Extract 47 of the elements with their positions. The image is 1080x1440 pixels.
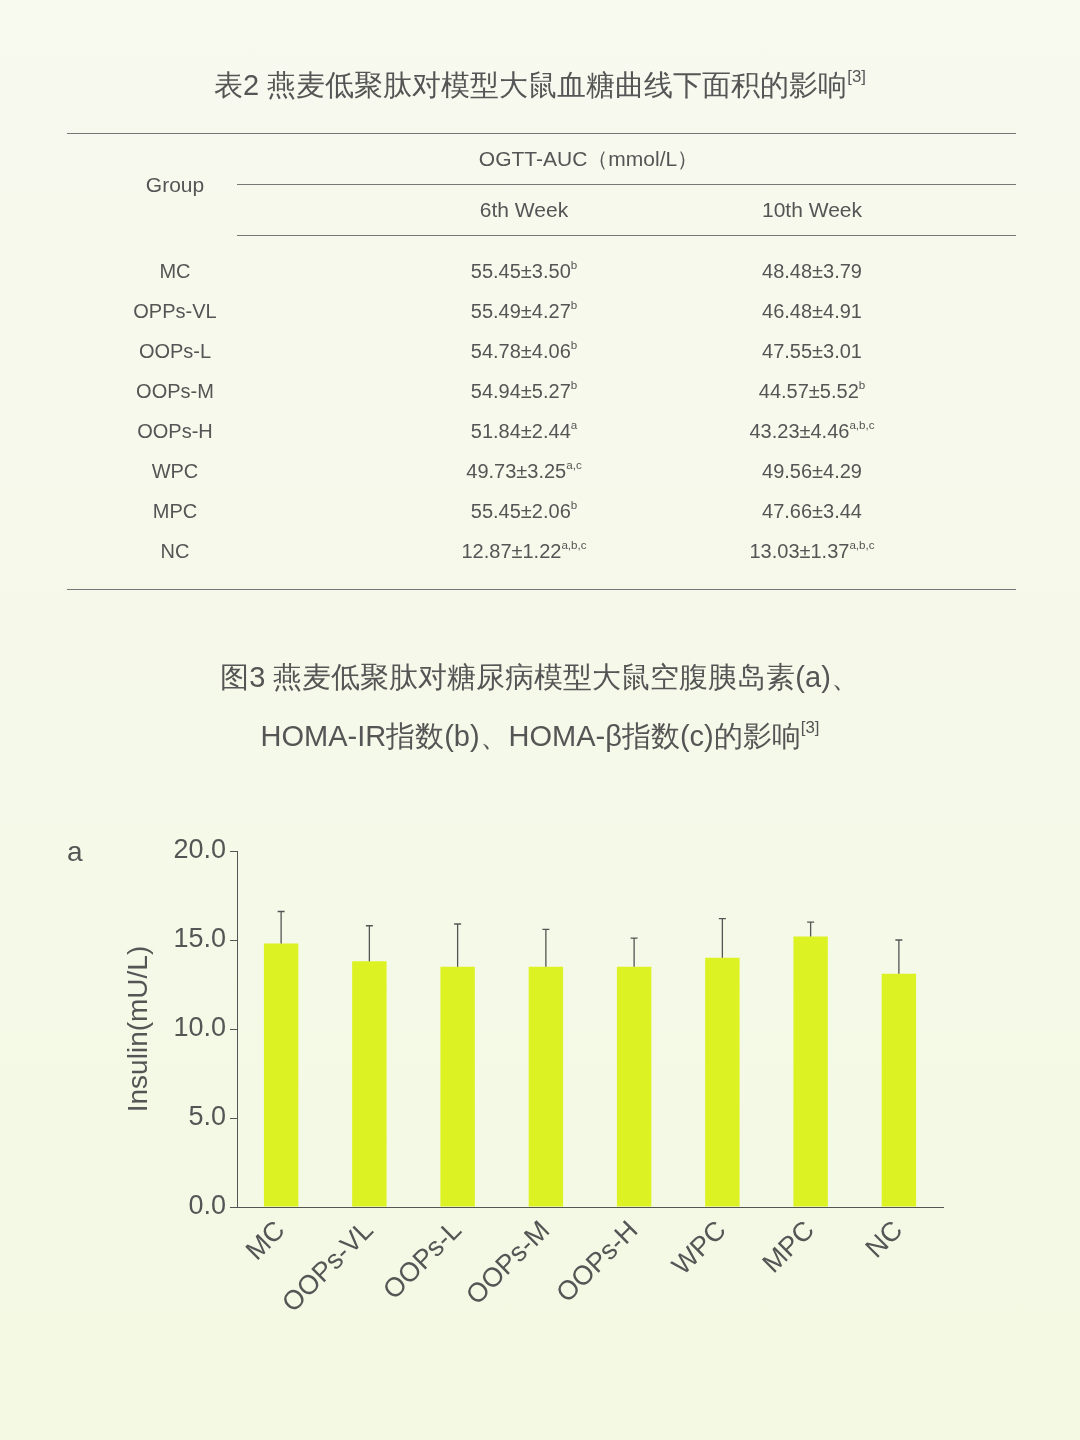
text: OGTT-AUC（mmol/L） [237,133,1016,185]
chart-title: 图3 燕麦低聚肽对糖尿病模型大鼠空腹胰岛素(a)、HOMA-IR指数(b)、HOMA-β指数(c)的影响$^{[3]}$ [219,660,861,754]
category-label: 10th Week [668,184,1016,236]
bar [528,966,564,1207]
y-tick-label: 0.0 [188,1190,226,1221]
category-label: WPC [151,460,199,482]
y-tick-label: 20.0 [173,834,226,865]
bar [263,943,299,1207]
text: a [67,835,83,869]
y-tick-label: 15.0 [173,923,226,954]
text: 55.45±2.06$^{b}$ [470,498,578,522]
text: 55.45±3.50$^{b}$ [470,258,578,282]
text: 47.66±3.44 [762,500,862,522]
bar [705,957,740,1207]
y-tick-label: 10.0 [173,1012,226,1043]
category-label: OOPs-H [137,420,213,442]
bar [440,966,475,1207]
text: Group [144,171,206,198]
text: 49.56±4.29 [762,460,862,482]
text: 46.48±4.91 [762,300,862,322]
category-label: MC [159,259,191,282]
text: 13.03±1.37$^{a,b,c}$ [749,538,875,562]
text: 54.78±4.06$^{b}$ [470,338,578,362]
text: 49.73±3.25$^{a,c}$ [466,458,582,482]
bar [616,966,652,1207]
text: 51.84±2.44$^{a}$ [470,418,578,442]
category-label: OOPs-M [136,380,214,402]
text: 表2 燕麦低聚肽对模型大鼠血糖曲线下面积的影响$^{[3]}$ [213,66,867,103]
category-label: NC [160,540,190,562]
category-label: 6th Week [237,184,668,236]
text: 55.49±4.27$^{b}$ [470,298,578,322]
bar [881,973,917,1207]
category-label: OOPs-L [138,340,212,362]
bar [793,936,828,1207]
y-tick-label: 5.0 [188,1101,226,1132]
bar [352,961,387,1207]
text: 12.87±1.22$^{a,b,c}$ [461,538,587,562]
text: 47.55±3.01 [762,340,862,362]
category-label: MPC [152,500,198,522]
x-tick-label: NC [859,1214,909,1264]
text: 43.23±4.46$^{a,b,c}$ [749,418,875,442]
category-label: OPPs-VL [133,300,217,322]
x-tick-label: MC [239,1214,291,1266]
text: 54.94±5.27$^{b}$ [470,378,578,402]
text: 48.48±3.79 [762,260,862,282]
y-axis-title: Insulin(mU/L) [121,945,153,1113]
text: 44.57±5.52$^{b}$ [758,378,866,402]
